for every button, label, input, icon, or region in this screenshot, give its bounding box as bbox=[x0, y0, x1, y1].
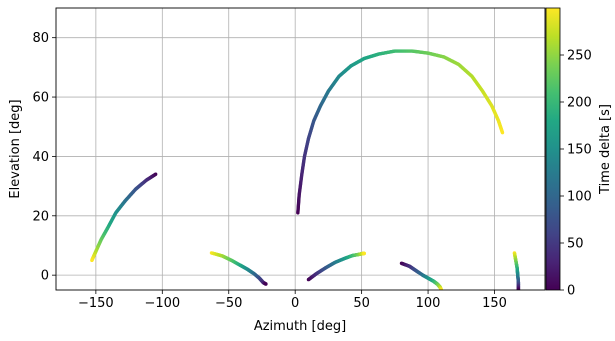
x-tick-label: −50 bbox=[215, 296, 242, 311]
track-6 bbox=[512, 251, 521, 290]
x-tick-label: −150 bbox=[78, 296, 114, 311]
y-tick-label: 80 bbox=[32, 31, 49, 46]
y-tick-label: 20 bbox=[32, 209, 49, 224]
y-axis-ticks: 0 20 40 60 80 bbox=[32, 31, 56, 284]
colorbar-tick-label: 0 bbox=[567, 284, 575, 299]
colorbar-tick-label: 200 bbox=[567, 96, 592, 111]
colorbar-label: Time delta [s] bbox=[598, 104, 613, 195]
x-tick-label: 100 bbox=[416, 296, 441, 311]
x-tick-label: 50 bbox=[353, 296, 370, 311]
colorbar-ticks: 0 50 100 150 200 250 bbox=[560, 49, 592, 299]
track-3 bbox=[306, 251, 366, 282]
data-series bbox=[90, 49, 521, 290]
x-tick-label: 0 bbox=[291, 296, 299, 311]
data-point bbox=[362, 251, 366, 256]
plot-frame bbox=[55, 7, 546, 291]
x-axis-label: Azimuth [deg] bbox=[254, 319, 346, 334]
plot-background bbox=[56, 8, 545, 290]
colorbar-tick-label: 50 bbox=[567, 237, 584, 252]
data-point bbox=[500, 130, 505, 135]
x-tick-label: −100 bbox=[144, 296, 180, 311]
track-2 bbox=[209, 251, 268, 286]
y-axis-label: Elevation [deg] bbox=[8, 99, 23, 198]
track-5 bbox=[399, 261, 444, 290]
data-point bbox=[90, 258, 94, 263]
data-point bbox=[264, 282, 268, 286]
colorbar-tick-label: 250 bbox=[567, 49, 592, 64]
y-tick-label: 0 bbox=[41, 269, 49, 284]
x-tick-label: 150 bbox=[482, 296, 507, 311]
track-1 bbox=[90, 172, 158, 263]
colorbar-tick-label: 150 bbox=[567, 143, 592, 158]
track-4 bbox=[296, 49, 505, 215]
y-tick-label: 60 bbox=[32, 91, 49, 106]
y-tick-label: 40 bbox=[32, 150, 49, 165]
x-axis-ticks: −150 −100 −50 0 50 100 150 bbox=[78, 290, 507, 311]
colorbar-tick-label: 100 bbox=[567, 190, 592, 205]
colorbar bbox=[545, 7, 561, 291]
grid bbox=[56, 8, 545, 290]
